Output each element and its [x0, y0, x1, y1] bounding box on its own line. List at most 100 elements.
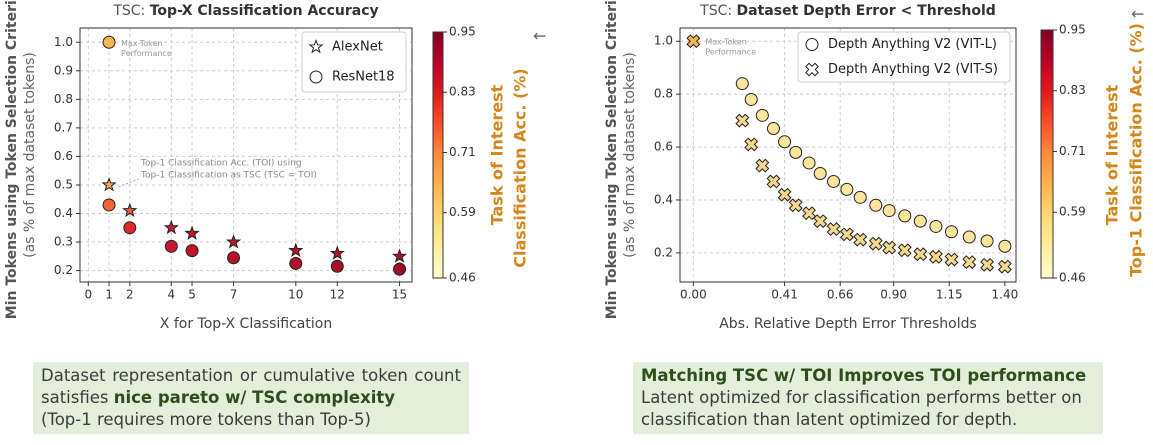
- data-point: [163, 219, 179, 235]
- title-prefix: TSC:: [699, 3, 732, 19]
- plot-frame: [79, 27, 413, 283]
- data-point: [164, 239, 178, 253]
- data-point: [227, 251, 241, 265]
- legend-marker: [308, 39, 324, 54]
- data-point: [944, 225, 958, 239]
- data-point: [766, 122, 780, 136]
- legend-marker: [309, 70, 323, 84]
- data-point: [898, 209, 912, 223]
- x-tick-label: 10: [288, 288, 303, 302]
- plot-frame: [679, 27, 1017, 283]
- data-point: [869, 198, 883, 212]
- x-tick-label: 0.41: [771, 288, 798, 302]
- data-point: [929, 219, 943, 233]
- colorbar-tick-label: 0.59: [1059, 205, 1086, 219]
- y-axis-sublabel: (as % of max dataset tokens): [622, 52, 638, 258]
- caption-text: Latent optimized for classification perf…: [641, 388, 1082, 429]
- max-token-label: Performance: [705, 48, 756, 57]
- data-point: [913, 247, 928, 262]
- data-point: [288, 242, 304, 258]
- colorbar-tick-label: 0.95: [449, 25, 476, 39]
- x-axis-label: Abs. Relative Depth Error Thresholds: [719, 316, 977, 332]
- data-point: [766, 174, 781, 189]
- x-tick-label: 0.66: [827, 288, 854, 302]
- colorbar: [432, 31, 444, 279]
- data-point: [868, 236, 883, 251]
- annotation-arrow: [115, 178, 140, 189]
- data-point: [777, 187, 792, 202]
- data-point: [744, 137, 759, 152]
- y-tick-label: 0.4: [54, 206, 73, 220]
- title-main: Dataset Depth Error < Threshold: [737, 3, 996, 19]
- data-point: [755, 108, 769, 122]
- annotation: Top-1 Classification Acc. (TOI) using: [140, 158, 301, 168]
- legend-label: ResNet18: [332, 70, 395, 85]
- annotation: Top-1 Classification as TSC (TSC = TOI): [140, 170, 317, 180]
- max-token-label: Max-Token: [705, 38, 746, 47]
- x-tick-label: 2: [126, 288, 134, 302]
- y-tick-label: 0.5: [54, 177, 73, 191]
- chart-title: TSC: Dataset Depth Error < Threshold: [699, 3, 996, 19]
- x-tick-label: 1.40: [992, 288, 1019, 302]
- y-tick-label: 0.4: [654, 192, 673, 206]
- colorbar-label: Top-1 Classification Acc. (%): [1127, 23, 1146, 277]
- data-point: [289, 256, 303, 270]
- y-tick-label: 0.2: [54, 263, 73, 277]
- title-prefix: TSC:: [112, 3, 145, 19]
- data-point: [944, 252, 959, 267]
- caption-text: Dataset representation or cumulative tok…: [41, 366, 461, 407]
- legend-label: AlexNet: [332, 40, 383, 55]
- y-tick-label: 0.2: [654, 245, 673, 259]
- caption-bold: nice pareto w/ TSC complexity: [113, 388, 396, 407]
- data-point: [744, 92, 758, 106]
- colorbar-label: Classification Acc. (%): [511, 68, 530, 267]
- caption-note: (Top-1 requires more tokens than Top-5): [41, 410, 371, 429]
- y-tick-label: 1.0: [54, 35, 73, 49]
- data-point: [102, 198, 116, 212]
- colorbar-label: Task of Interest: [1103, 84, 1122, 225]
- x-tick-label: 12: [330, 288, 345, 302]
- data-point: [826, 222, 841, 237]
- y-tick-label: 0.9: [54, 63, 73, 77]
- y-tick-label: 0.8: [54, 92, 73, 106]
- data-point: [980, 234, 994, 248]
- colorbar-tick-label: 0.83: [1059, 83, 1086, 97]
- data-point: [962, 255, 977, 270]
- colorbar-arrow: ↑: [1129, 7, 1148, 20]
- figure: TSC: Top-X Classification Accuracy 0.2 0.3…: [4, 0, 1148, 332]
- data-point: [897, 243, 912, 258]
- colorbar-label: Task of Interest: [488, 84, 507, 225]
- caption-bold: Matching TSC w/ TOI Improves TOI perform…: [641, 366, 1087, 385]
- data-point: [802, 206, 816, 221]
- y-tick-label: 0.6: [654, 140, 673, 154]
- data-point: [185, 244, 199, 258]
- data-point: [882, 240, 897, 255]
- caption-box: Matching TSC w/ TOI Improves TOI perform…: [633, 362, 1103, 434]
- max-token-label: Max-Token: [121, 39, 162, 48]
- data-point: [330, 259, 344, 273]
- data-point: [122, 202, 138, 218]
- y-axis-label: Min Tokens using Token Selection Criteri…: [4, 0, 20, 319]
- legend-label: Depth Anything V2 (VIT-S): [828, 62, 998, 77]
- data-point: [813, 214, 828, 229]
- legend-marker: [805, 38, 819, 51]
- data-point: [735, 113, 750, 128]
- data-point: [391, 248, 408, 263]
- data-point: [813, 167, 827, 181]
- colorbar-tick-label: 0.59: [449, 205, 476, 219]
- x-tick-label: 1: [105, 288, 113, 302]
- y-axis-label: Min Tokens using Token Selection Criteri…: [604, 0, 620, 319]
- title-main: Top-X Classification Accuracy: [150, 3, 379, 19]
- max-token-label: Performance: [121, 49, 172, 58]
- colorbar-tick-label: 0.71: [449, 145, 476, 159]
- data-point: [123, 221, 137, 235]
- colorbar-tick-label: 0.46: [1059, 271, 1086, 285]
- legend-box: [301, 31, 407, 93]
- y-tick-label: 0.3: [54, 235, 73, 249]
- x-tick-label: 1.15: [936, 288, 963, 302]
- chart-title: TSC: Top-X Classification Accuracy: [112, 3, 378, 19]
- y-tick-label: 0.7: [54, 120, 73, 134]
- data-point: [980, 257, 995, 272]
- legend-label: Depth Anything V2 (VIT-L): [828, 37, 997, 52]
